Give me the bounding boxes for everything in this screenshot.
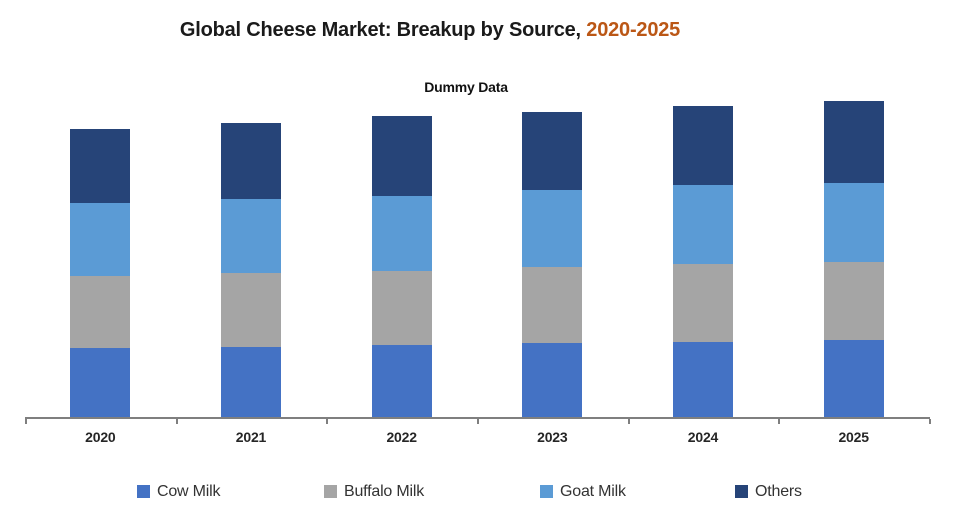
x-axis-label-2023: 2023 bbox=[537, 429, 568, 445]
legend-swatch-goat-milk bbox=[540, 485, 553, 498]
chart-title-period: 2020-2025 bbox=[586, 19, 681, 41]
bar-segment-goat-milk bbox=[220, 199, 281, 273]
bar-segment-buffalo-milk bbox=[823, 262, 884, 340]
legend-label: Goat Milk bbox=[560, 483, 626, 500]
bar-segment-others bbox=[371, 116, 432, 196]
bar-segment-others bbox=[70, 129, 131, 203]
x-axis-label-2025: 2025 bbox=[838, 429, 869, 445]
bar-segment-buffalo-milk bbox=[220, 273, 281, 347]
legend-item-goat-milk: Goat Milk bbox=[540, 484, 626, 500]
x-axis-tick bbox=[25, 419, 27, 424]
legend-swatch-buffalo-milk bbox=[324, 485, 337, 498]
x-axis-tick bbox=[476, 419, 479, 424]
chart-subtitle: Dummy Data bbox=[424, 79, 508, 95]
x-axis-label-2024: 2024 bbox=[687, 429, 719, 445]
bar-segment-buffalo-milk bbox=[70, 276, 131, 348]
x-axis-tick bbox=[175, 419, 178, 424]
legend-label: Others bbox=[755, 483, 802, 500]
x-axis-label-2021: 2021 bbox=[235, 429, 267, 445]
x-axis-line bbox=[25, 417, 930, 419]
x-axis-tick bbox=[928, 419, 931, 424]
legend-item-buffalo-milk: Buffalo Milk bbox=[324, 484, 424, 500]
bar-segment-others bbox=[672, 106, 733, 185]
legend-label: Cow Milk bbox=[157, 483, 221, 500]
legend-label: Buffalo Milk bbox=[344, 483, 425, 500]
bar-segment-cow-milk bbox=[672, 342, 733, 418]
bar-segment-cow-milk bbox=[220, 347, 281, 418]
bar-segment-goat-milk bbox=[522, 190, 583, 267]
x-axis-label-2020: 2020 bbox=[85, 429, 116, 445]
bar-segment-cow-milk bbox=[522, 343, 583, 418]
bar-segment-buffalo-milk bbox=[522, 267, 583, 343]
bar-segment-buffalo-milk bbox=[672, 264, 733, 342]
bar-segment-goat-milk bbox=[672, 185, 733, 264]
bar-segment-goat-milk bbox=[823, 183, 884, 262]
bar-segment-others bbox=[823, 101, 884, 183]
legend-item-others: Others bbox=[735, 484, 802, 500]
bar-segment-cow-milk bbox=[70, 348, 131, 418]
bar-segment-others bbox=[522, 112, 583, 190]
chart-title-main: Global Cheese Market: Breakup by Source, bbox=[179, 19, 587, 41]
x-axis-tick bbox=[326, 419, 329, 424]
bar-segment-goat-milk bbox=[371, 196, 432, 271]
bar-segment-cow-milk bbox=[371, 345, 432, 418]
x-axis-label-2022: 2022 bbox=[386, 429, 417, 445]
x-axis-tick bbox=[778, 419, 781, 424]
bar-segment-cow-milk bbox=[823, 340, 884, 418]
legend-swatch-others bbox=[735, 485, 748, 498]
bar-segment-buffalo-milk bbox=[371, 271, 432, 345]
x-axis-tick bbox=[627, 419, 630, 424]
legend-swatch-cow-milk bbox=[137, 485, 150, 498]
bar-segment-others bbox=[220, 123, 281, 199]
chart-title: Global Cheese Market: Breakup by Source,… bbox=[0, 19, 860, 42]
legend-item-cow-milk: Cow Milk bbox=[137, 484, 220, 500]
bar-segment-goat-milk bbox=[70, 203, 131, 276]
